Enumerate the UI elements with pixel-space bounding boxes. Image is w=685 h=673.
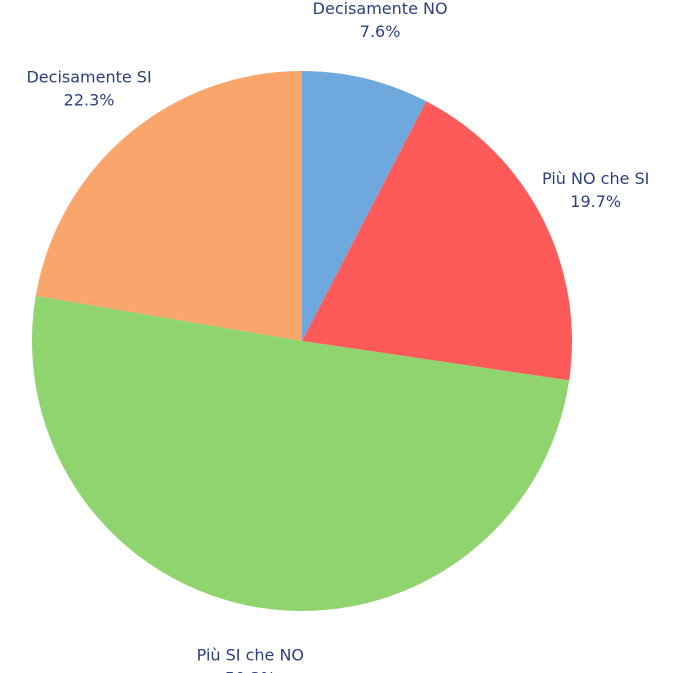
pie-slice — [302, 101, 572, 381]
slice-label: Più SI che NO — [197, 645, 304, 664]
slice-value-label: 7.6% — [360, 22, 401, 41]
slice-value-label: 22.3% — [64, 90, 115, 109]
pie-slice — [32, 295, 570, 611]
slice-value-label: 50.3% — [225, 668, 276, 673]
pie-slice — [35, 71, 302, 341]
slice-label: Più NO che SI — [542, 169, 649, 188]
slice-value-label: 19.7% — [570, 192, 621, 211]
pie-slice — [302, 71, 427, 341]
slice-label: Decisamente SI — [26, 67, 151, 86]
slice-label: Decisamente NO — [313, 0, 448, 18]
